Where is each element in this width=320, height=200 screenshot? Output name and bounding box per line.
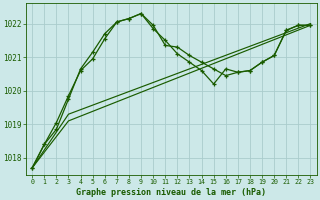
X-axis label: Graphe pression niveau de la mer (hPa): Graphe pression niveau de la mer (hPa) (76, 188, 266, 197)
